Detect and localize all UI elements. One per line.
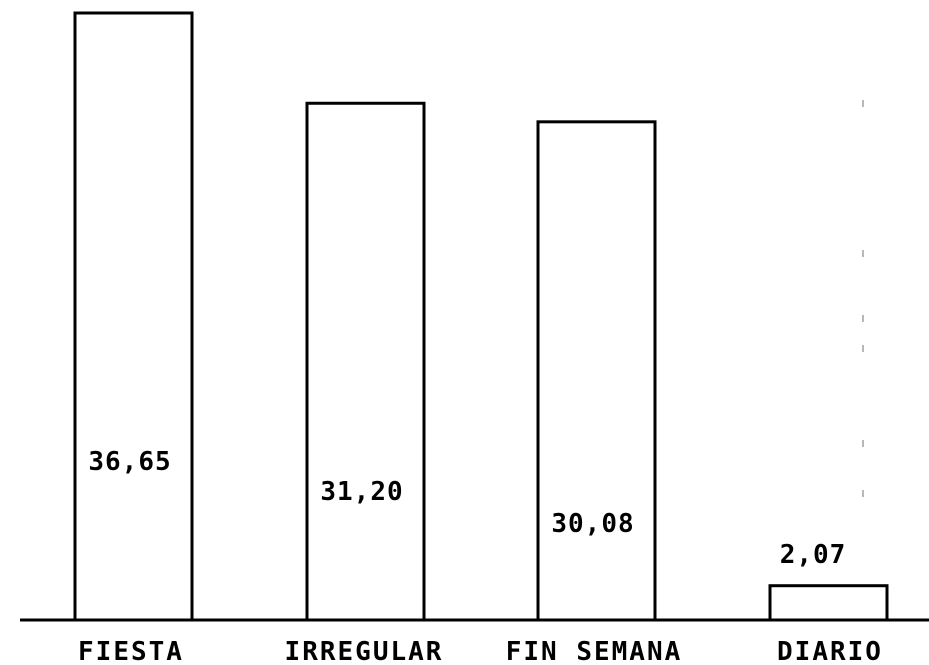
x-tick-label: FIN SEMANA <box>506 637 683 665</box>
bar-diario <box>768 584 889 622</box>
x-tick-labels-group: FIESTA IRREGULAR FIN SEMANA DIARIO <box>78 637 883 665</box>
x-tick-label: IRREGULAR <box>285 637 444 665</box>
x-tick-label: FIESTA <box>78 637 184 665</box>
x-tick-label: DIARIO <box>777 637 883 665</box>
bar-irregular <box>305 101 426 622</box>
bars-group <box>73 11 889 622</box>
bar-fin-semana <box>536 120 657 622</box>
value-label: 31,20 <box>320 477 403 507</box>
value-labels-group: 36,65 31,20 30,08 2,07 <box>88 447 847 570</box>
value-label: 36,65 <box>88 447 171 477</box>
value-label: 2,07 <box>780 540 847 570</box>
bar-fiesta <box>73 11 194 622</box>
value-label: 30,08 <box>551 509 634 539</box>
